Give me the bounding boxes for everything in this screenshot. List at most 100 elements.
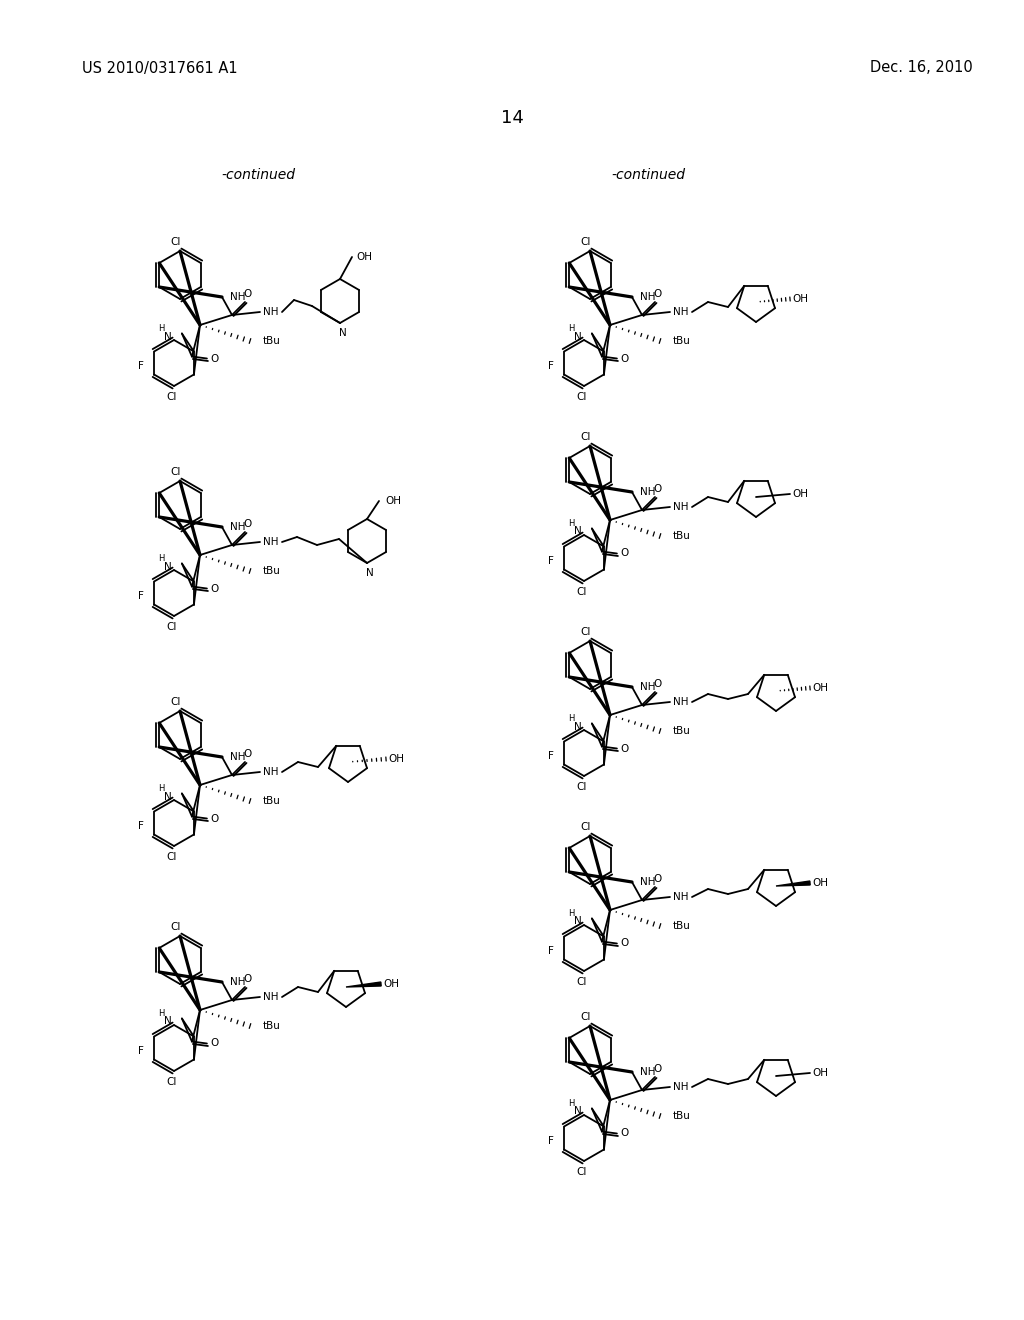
Text: Cl: Cl xyxy=(577,587,587,597)
Text: Cl: Cl xyxy=(171,921,181,932)
Text: Cl: Cl xyxy=(167,392,177,403)
Text: Cl: Cl xyxy=(581,1012,591,1022)
Text: O: O xyxy=(211,813,219,824)
Text: Cl: Cl xyxy=(577,1167,587,1177)
Text: N: N xyxy=(367,568,374,578)
Text: -continued: -continued xyxy=(611,168,685,182)
Text: NH: NH xyxy=(640,292,655,302)
Text: NH: NH xyxy=(230,292,246,302)
Text: Cl: Cl xyxy=(581,822,591,832)
Text: O: O xyxy=(654,1064,663,1074)
Text: N: N xyxy=(164,792,172,801)
Text: N: N xyxy=(574,1106,582,1117)
Text: -continued: -continued xyxy=(221,168,295,182)
Text: O: O xyxy=(211,354,219,363)
Text: NH: NH xyxy=(640,487,655,498)
Text: O: O xyxy=(244,974,252,983)
Text: NH: NH xyxy=(673,1082,689,1092)
Text: NH: NH xyxy=(230,977,246,987)
Text: tBu: tBu xyxy=(673,531,691,541)
Text: NH: NH xyxy=(263,308,279,317)
Text: N: N xyxy=(574,722,582,731)
Text: N: N xyxy=(164,561,172,572)
Text: F: F xyxy=(548,360,554,371)
Text: Cl: Cl xyxy=(167,851,177,862)
Text: tBu: tBu xyxy=(673,921,691,931)
Text: O: O xyxy=(654,484,663,494)
Text: H: H xyxy=(567,1100,574,1107)
Text: O: O xyxy=(654,874,663,884)
Text: F: F xyxy=(138,1045,144,1056)
Text: Cl: Cl xyxy=(171,467,181,477)
Text: O: O xyxy=(621,354,629,363)
Text: OH: OH xyxy=(385,496,401,506)
Text: H: H xyxy=(567,909,574,917)
Text: Cl: Cl xyxy=(167,1077,177,1086)
Text: NH: NH xyxy=(640,682,655,692)
Text: OH: OH xyxy=(812,682,828,693)
Text: O: O xyxy=(654,678,663,689)
Text: F: F xyxy=(548,556,554,566)
Text: tBu: tBu xyxy=(263,1020,281,1031)
Text: H: H xyxy=(158,784,164,793)
Text: F: F xyxy=(138,821,144,832)
Text: tBu: tBu xyxy=(263,337,281,346)
Text: H: H xyxy=(567,714,574,723)
Text: O: O xyxy=(621,549,629,558)
Text: tBu: tBu xyxy=(263,566,281,576)
Text: tBu: tBu xyxy=(673,337,691,346)
Text: H: H xyxy=(158,554,164,564)
Text: Cl: Cl xyxy=(577,392,587,403)
Text: N: N xyxy=(574,527,582,536)
Text: O: O xyxy=(621,743,629,754)
Text: Cl: Cl xyxy=(581,432,591,442)
Text: N: N xyxy=(164,1016,172,1027)
Text: NH: NH xyxy=(640,1067,655,1077)
Text: OH: OH xyxy=(812,878,828,888)
Text: N: N xyxy=(574,916,582,927)
Text: O: O xyxy=(621,939,629,949)
Text: OH: OH xyxy=(356,252,372,261)
Text: F: F xyxy=(138,591,144,601)
Text: H: H xyxy=(158,323,164,333)
Text: F: F xyxy=(548,751,554,762)
Text: NH: NH xyxy=(673,308,689,317)
Text: OH: OH xyxy=(812,1068,828,1078)
Text: NH: NH xyxy=(263,993,279,1002)
Text: NH: NH xyxy=(230,752,246,762)
Text: H: H xyxy=(158,1008,164,1018)
Text: Cl: Cl xyxy=(577,977,587,987)
Text: O: O xyxy=(244,289,252,300)
Text: NH: NH xyxy=(640,876,655,887)
Text: Cl: Cl xyxy=(171,697,181,708)
Text: F: F xyxy=(138,360,144,371)
Text: OH: OH xyxy=(388,754,404,764)
Text: NH: NH xyxy=(673,697,689,708)
Text: O: O xyxy=(211,583,219,594)
Text: O: O xyxy=(621,1129,629,1138)
Text: Cl: Cl xyxy=(577,781,587,792)
Text: O: O xyxy=(244,519,252,529)
Text: OH: OH xyxy=(383,979,399,989)
Text: O: O xyxy=(654,289,663,300)
Text: Cl: Cl xyxy=(171,238,181,247)
Text: NH: NH xyxy=(673,892,689,902)
Text: NH: NH xyxy=(263,537,279,546)
Text: O: O xyxy=(211,1039,219,1048)
Text: OH: OH xyxy=(792,294,808,304)
Text: N: N xyxy=(574,331,582,342)
Text: US 2010/0317661 A1: US 2010/0317661 A1 xyxy=(82,61,238,75)
Text: N: N xyxy=(164,331,172,342)
Text: 14: 14 xyxy=(501,110,523,127)
Text: NH: NH xyxy=(230,521,246,532)
Text: OH: OH xyxy=(792,488,808,499)
Text: Cl: Cl xyxy=(581,627,591,638)
Polygon shape xyxy=(346,982,381,987)
Text: Cl: Cl xyxy=(581,238,591,247)
Text: O: O xyxy=(244,748,252,759)
Text: tBu: tBu xyxy=(673,726,691,737)
Text: F: F xyxy=(548,946,554,956)
Text: H: H xyxy=(567,323,574,333)
Text: F: F xyxy=(548,1137,554,1146)
Text: tBu: tBu xyxy=(673,1111,691,1121)
